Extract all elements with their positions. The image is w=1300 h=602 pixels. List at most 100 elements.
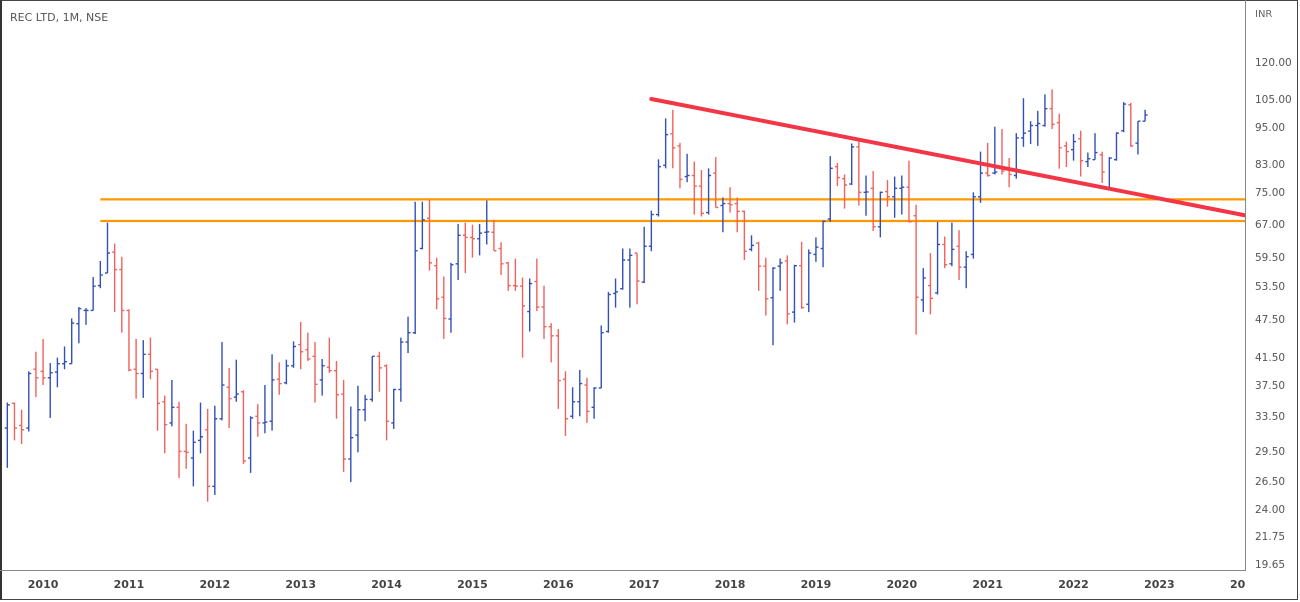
ohlc-bar-up bbox=[391, 388, 397, 429]
ohlc-bar-up bbox=[54, 357, 60, 388]
ohlc-bar-up bbox=[684, 153, 690, 183]
ohlc-bar-down bbox=[376, 351, 382, 392]
ohlc-bar-down bbox=[927, 253, 933, 315]
price-tick-label: 120.00 bbox=[1255, 57, 1292, 69]
ohlc-bar-down bbox=[505, 261, 511, 291]
ohlc-bar-down bbox=[176, 401, 182, 478]
ohlc-bar-up bbox=[791, 264, 797, 323]
ohlc-bar-down bbox=[1078, 130, 1084, 177]
ohlc-bar-up bbox=[405, 316, 411, 354]
resistance-trendline bbox=[649, 96, 1245, 218]
ohlc-bar-down bbox=[434, 257, 440, 310]
year-tick-label: 2011 bbox=[113, 578, 145, 591]
year-tick-label: 2020 bbox=[886, 578, 918, 591]
price-tick-label: 26.50 bbox=[1255, 476, 1286, 489]
ohlc-bar-down bbox=[741, 210, 747, 261]
ohlc-bar-up bbox=[570, 387, 576, 419]
ohlc-bar-down bbox=[240, 390, 246, 464]
ohlc-bar-down bbox=[870, 171, 876, 232]
ohlc-bar-down bbox=[33, 351, 39, 398]
ohlc-bar-up bbox=[663, 118, 669, 169]
ohlc-bar-up bbox=[598, 325, 604, 389]
ohlc-bar-up bbox=[1042, 94, 1048, 127]
ohlc-bar-up bbox=[1113, 132, 1119, 161]
year-tick-label: 2010 bbox=[27, 578, 59, 591]
ohlc-bar-up bbox=[212, 405, 218, 495]
price-axis[interactable]: INR 120.00 105.00 95.00 83.00 75.00 67.00 59.5… bbox=[1245, 0, 1300, 571]
ohlc-bar-down bbox=[555, 329, 561, 409]
price-tick-label: 53.50 bbox=[1255, 281, 1286, 294]
ohlc-bar-up bbox=[963, 251, 969, 289]
ohlc-bar-down bbox=[784, 255, 790, 325]
price-tick-label: 67.00 bbox=[1255, 218, 1286, 231]
year-tick-label: 2017 bbox=[628, 578, 660, 591]
ohlc-bar-down bbox=[155, 368, 161, 431]
ohlc-bar-down bbox=[305, 332, 311, 362]
ohlc-bar-up bbox=[920, 268, 926, 313]
ohlc-bar-up bbox=[4, 402, 10, 468]
ohlc-bar-up bbox=[412, 201, 418, 334]
ohlc-bar-down bbox=[384, 364, 390, 441]
year-tick-label: 2024 bbox=[1229, 578, 1245, 591]
ohlc-bar-up bbox=[641, 226, 647, 284]
chart-title: REC LTD, 1M, NSE bbox=[10, 11, 109, 24]
ohlc-bar-up bbox=[1020, 98, 1026, 147]
ohlc-bar-up bbox=[362, 394, 368, 422]
ohlc-bar-up bbox=[248, 416, 254, 473]
ohlc-bar-down bbox=[884, 180, 890, 207]
time-axis[interactable]: 2010 2011 2012 2013 2014 2015 2016 2017 2018 2019… bbox=[0, 570, 1245, 601]
ohlc-bar-up bbox=[648, 210, 654, 252]
price-tick-label: 21.75 bbox=[1255, 530, 1286, 543]
ohlc-bar-down bbox=[326, 337, 332, 373]
ohlc-bar-down bbox=[1128, 102, 1134, 147]
ohlc-bar-down bbox=[548, 323, 554, 363]
ohlc-bar-up bbox=[477, 223, 483, 256]
chart-plot-area[interactable] bbox=[2, 1, 1245, 571]
ohlc-bar-up bbox=[970, 192, 976, 259]
year-tick-label: 2022 bbox=[1058, 578, 1089, 591]
ohlc-bar-up bbox=[863, 175, 869, 216]
ohlc-bar-down bbox=[913, 204, 919, 335]
year-tick-label: 2023 bbox=[1144, 578, 1175, 591]
ohlc-bar-up bbox=[749, 235, 755, 252]
price-tick-label: 29.50 bbox=[1255, 446, 1286, 459]
ohlc-bar-up bbox=[398, 337, 404, 402]
ohlc-bar-up bbox=[348, 406, 354, 483]
ohlc-bar-up bbox=[219, 342, 225, 421]
ohlc-bar-down bbox=[512, 258, 518, 291]
ohlc-bar-down bbox=[698, 170, 704, 217]
ohlc-bar-down bbox=[956, 230, 962, 280]
year-tick-label: 2015 bbox=[457, 578, 488, 591]
ohlc-bar-down bbox=[677, 142, 683, 189]
ohlc-bar-down bbox=[183, 423, 189, 469]
ohlc-bar-down bbox=[856, 141, 862, 206]
ohlc-bar-up bbox=[269, 354, 275, 431]
ohlc-bar-down bbox=[541, 285, 547, 339]
ohlc-bar-up bbox=[620, 248, 626, 290]
ohlc-bar-up bbox=[849, 143, 855, 186]
ohlc-bar-up bbox=[827, 156, 833, 222]
price-tick-label: 41.50 bbox=[1255, 351, 1286, 364]
ohlc-bar-down bbox=[534, 258, 540, 311]
ohlc-bar-up bbox=[1142, 109, 1148, 122]
currency-label: INR bbox=[1255, 9, 1273, 20]
price-tick-label: 24.00 bbox=[1255, 503, 1286, 516]
ohlc-bar-down bbox=[119, 256, 125, 333]
price-tick-label: 37.50 bbox=[1255, 379, 1286, 392]
ohlc-bar-down bbox=[491, 219, 497, 252]
ohlc-bar-down bbox=[441, 276, 447, 339]
year-tick-label: 2016 bbox=[542, 578, 574, 591]
ohlc-bar-down bbox=[427, 199, 433, 271]
year-tick-label: 2018 bbox=[714, 578, 746, 591]
ohlc-bar-down bbox=[126, 309, 132, 372]
ohlc-bar-up bbox=[1035, 110, 1041, 146]
ohlc-bar-down bbox=[1063, 141, 1069, 167]
ohlc-bar-up bbox=[169, 379, 175, 427]
ohlc-bar-down bbox=[734, 197, 740, 233]
price-tick-label: 75.00 bbox=[1255, 187, 1286, 200]
ohlc-bar-up bbox=[319, 358, 325, 396]
ohlc-bar-up bbox=[877, 191, 883, 238]
ohlc-bar-up bbox=[190, 430, 196, 487]
ohlc-bar-up bbox=[1106, 157, 1112, 190]
